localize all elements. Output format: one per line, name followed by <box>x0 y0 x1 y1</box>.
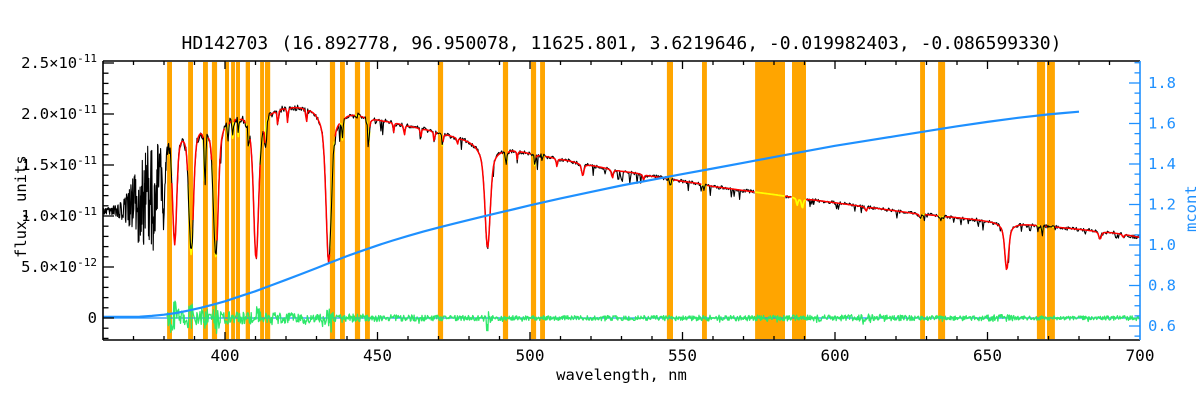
model-fit-path <box>442 134 503 248</box>
masked-band <box>329 62 336 339</box>
masked-band <box>265 62 271 339</box>
model-fit-path <box>925 213 938 217</box>
model-fit-path <box>334 122 341 137</box>
masked-band <box>502 62 509 339</box>
masked-band <box>231 62 236 339</box>
model-masked-path <box>754 191 785 197</box>
observed-spectrum-path <box>806 198 1140 269</box>
fit-parameters: (16.892778, 96.950078, 11625.801, 3.6219… <box>281 33 1062 54</box>
masked-band <box>203 62 208 339</box>
y-axis-label-left: flux, units <box>12 155 30 258</box>
y-left-tick-label: 1.5×10-11 <box>21 154 97 174</box>
model-masked-path <box>791 196 807 209</box>
masked-band <box>1036 62 1046 339</box>
y-right-tick-label: 1.4 <box>1148 155 1176 173</box>
masked-band <box>666 62 673 339</box>
model-fit-path <box>249 138 261 259</box>
observed-spectrum-path <box>102 104 755 263</box>
model-fit-path <box>192 132 204 221</box>
model-fit-path <box>544 155 667 181</box>
x-axis-label: wavelength, nm <box>556 366 687 384</box>
masked-band <box>938 62 946 339</box>
masked-band <box>211 62 218 339</box>
masked-band <box>245 62 250 339</box>
masked-band <box>167 62 172 339</box>
masked-band <box>236 62 240 339</box>
y-right-tick-label: 1.2 <box>1148 195 1176 213</box>
masked-band <box>225 62 229 339</box>
masked-band <box>354 62 361 339</box>
model-fit-path <box>269 106 331 264</box>
model-fit-path <box>228 120 232 125</box>
x-tick-label: 450 <box>363 346 392 365</box>
model-fit-path <box>233 118 237 123</box>
y-left-tick-label: 5.0×10-12 <box>21 256 97 276</box>
y-right-tick-label: 1.6 <box>1148 114 1176 132</box>
y-left-tick-label: 2.5×10-11 <box>21 52 97 72</box>
x-tick-label: 700 <box>1126 346 1155 365</box>
masked-band <box>920 62 925 339</box>
model-fit-path <box>673 179 702 186</box>
model-fit-path <box>262 131 266 143</box>
masked-band <box>188 62 193 339</box>
model-fit-path <box>216 128 226 241</box>
x-tick-label: 500 <box>516 346 545 365</box>
masked-band <box>755 62 785 339</box>
y-right-tick-label: 1.8 <box>1148 74 1176 92</box>
model-fit-path <box>805 198 921 218</box>
x-tick-label: 600 <box>821 346 850 365</box>
model-fit-path <box>369 119 438 142</box>
masked-band <box>1047 62 1055 339</box>
model-fit-path <box>1054 226 1141 240</box>
star-name: HD142703 <box>181 33 269 54</box>
y-right-tick-label: 1.0 <box>1148 236 1176 254</box>
masked-band <box>365 62 370 339</box>
model-fit-path <box>535 154 540 158</box>
masked-band <box>437 62 444 339</box>
model-fit-path <box>945 215 1037 271</box>
y-left-tick-label: 2.0×10-11 <box>21 103 97 123</box>
masked-band <box>540 62 545 339</box>
x-tick-label: 400 <box>211 346 240 365</box>
masked-band <box>702 62 707 339</box>
masked-band <box>340 62 345 339</box>
y-left-tick-label: 0 <box>88 309 97 327</box>
masked-band <box>530 62 537 339</box>
y-right-tick-label: 0.6 <box>1148 317 1176 335</box>
residual-path <box>166 300 1140 334</box>
model-fit-path <box>171 140 189 246</box>
model-fit-path <box>344 114 355 120</box>
continuum-curve-path <box>103 110 1080 318</box>
model-fit-path <box>507 150 532 161</box>
y-right-tick-label: 0.8 <box>1148 277 1176 295</box>
model-fit-path <box>359 115 366 119</box>
model-fit-path <box>239 118 247 124</box>
plot-title: HD142703 (16.892778, 96.950078, 11625.801… <box>103 33 1140 54</box>
y-axis-label-right: mcont <box>1182 185 1200 232</box>
x-tick-label: 650 <box>973 346 1002 365</box>
x-tick-label: 550 <box>668 346 697 365</box>
model-fit-path <box>207 137 213 160</box>
model-fit-path <box>706 184 755 193</box>
y-left-tick-label: 1.0×10-11 <box>21 205 97 225</box>
model-fit-path <box>784 195 792 198</box>
masked-band <box>260 62 265 339</box>
